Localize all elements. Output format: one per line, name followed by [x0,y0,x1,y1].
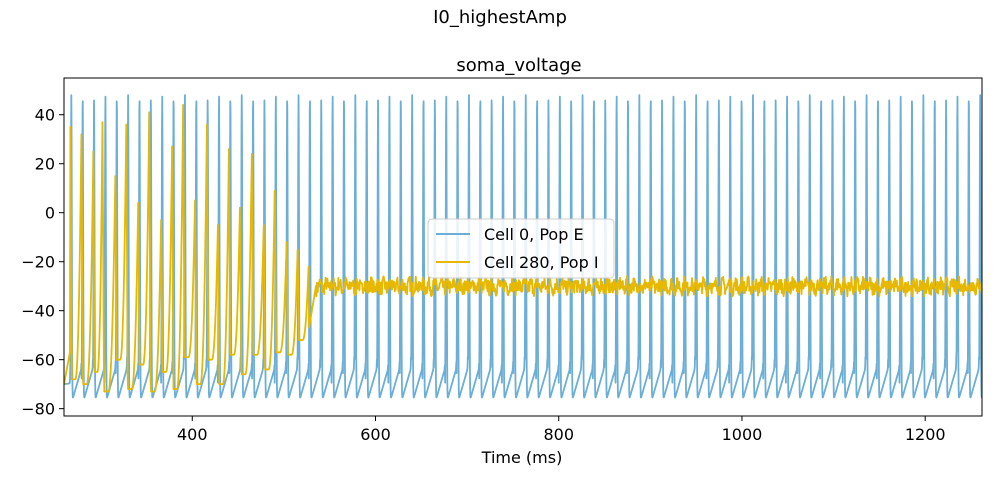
x-axis-label: Time (ms) [481,448,563,467]
x-tick-label: 1200 [905,425,946,444]
y-tick-label: 0 [45,204,55,223]
x-tick-label: 400 [177,425,208,444]
plot-area [64,94,982,399]
legend-label-cell-280: Cell 280, Pop I [484,253,599,272]
y-axis: −80 −60 −40 −20 0 20 40 [21,106,64,419]
legend: Cell 0, Pop E Cell 280, Pop I [427,218,615,279]
series-line-cell-0-pop-e [64,94,982,399]
series-line-cell-280-pop-i [64,104,982,393]
legend-label-cell-0: Cell 0, Pop E [484,225,584,244]
x-tick-label: 800 [543,425,574,444]
y-tick-label: −60 [21,351,55,370]
x-axis: 400 600 800 1000 1200 [177,416,946,444]
y-tick-label: 20 [35,155,55,174]
figure-suptitle: I0_highestAmp [433,7,567,28]
y-tick-label: 40 [35,106,55,125]
y-tick-label: −40 [21,302,55,321]
axes-title: soma_voltage [456,55,581,76]
y-tick-label: −80 [21,400,55,419]
legend-box [427,218,615,279]
x-tick-label: 600 [360,425,391,444]
x-tick-label: 1000 [722,425,763,444]
y-tick-label: −20 [21,253,55,272]
axes-frame [63,77,983,417]
